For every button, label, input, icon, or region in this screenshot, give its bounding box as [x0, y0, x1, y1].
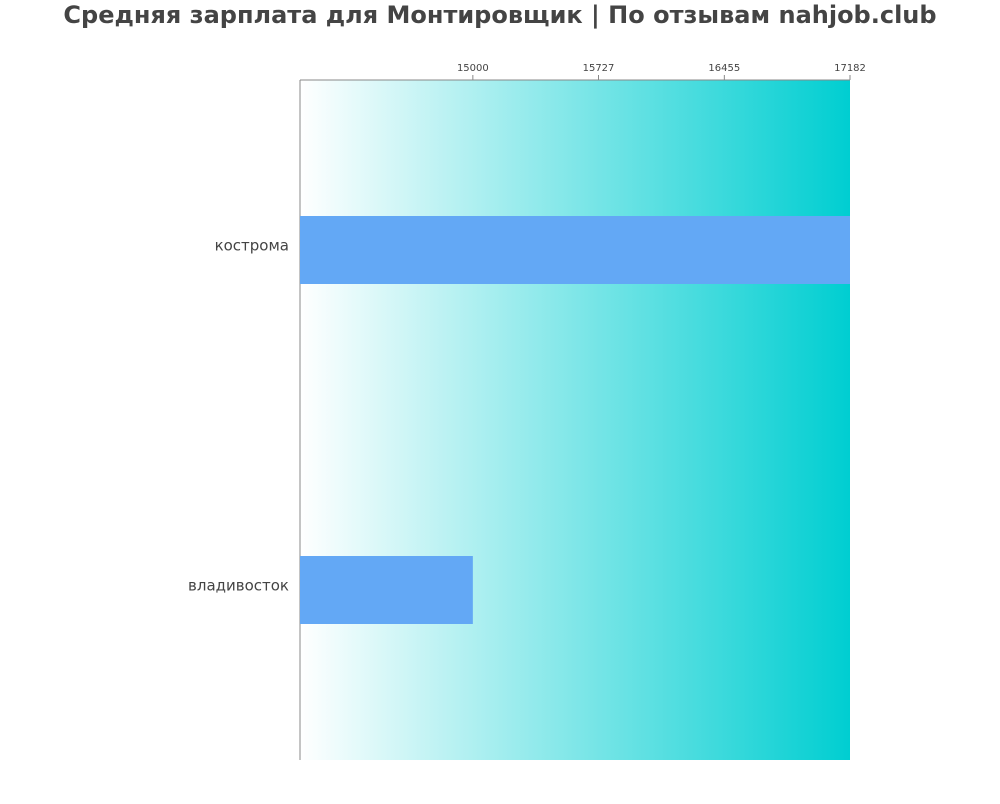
x-tick-label: 15000: [457, 63, 489, 74]
plot-background: [300, 80, 850, 760]
y-tick-label: владивосток: [188, 577, 289, 595]
x-tick-label: 16455: [708, 63, 740, 74]
chart-title: Средняя зарплата для Монтировщик | По от…: [63, 1, 936, 29]
x-tick-label: 17182: [834, 63, 866, 74]
x-tick-label: 15727: [583, 63, 615, 74]
bar: [300, 216, 850, 284]
bar: [300, 556, 473, 624]
y-tick-label: кострома: [215, 237, 289, 255]
